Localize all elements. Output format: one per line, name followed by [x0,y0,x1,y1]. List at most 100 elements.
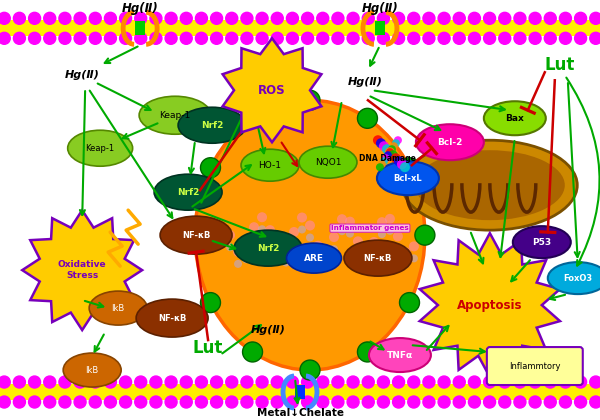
Text: P53: P53 [532,238,551,247]
Circle shape [289,227,299,237]
Polygon shape [223,38,322,142]
Ellipse shape [136,299,208,337]
Circle shape [408,32,420,44]
Text: Lut: Lut [545,56,575,74]
Circle shape [358,108,377,129]
Ellipse shape [195,100,425,370]
Circle shape [575,32,587,44]
Circle shape [377,217,387,227]
Circle shape [241,12,253,24]
Circle shape [300,360,320,380]
Circle shape [257,212,267,222]
Ellipse shape [68,130,133,166]
Circle shape [321,247,331,257]
Circle shape [256,396,268,408]
Circle shape [89,12,101,24]
Circle shape [590,12,600,24]
Circle shape [271,32,283,44]
Text: DNA Damage: DNA Damage [359,154,416,163]
Circle shape [590,376,600,388]
Text: Nrf2: Nrf2 [177,188,199,197]
Circle shape [317,12,329,24]
Circle shape [394,136,402,144]
Bar [135,21,145,35]
Circle shape [362,12,374,24]
Circle shape [135,12,147,24]
Ellipse shape [139,96,211,134]
Circle shape [378,230,386,238]
Circle shape [305,220,315,231]
Circle shape [346,230,354,238]
Circle shape [332,32,344,44]
Text: Hg(Ⅱ): Hg(Ⅱ) [362,2,398,15]
Circle shape [469,12,481,24]
Circle shape [377,12,389,24]
Circle shape [590,32,600,44]
Ellipse shape [548,262,600,294]
Circle shape [226,12,238,24]
Circle shape [241,32,253,44]
Circle shape [180,32,192,44]
Ellipse shape [154,174,222,210]
Circle shape [180,376,192,388]
Circle shape [392,32,404,44]
Circle shape [242,255,250,263]
Circle shape [392,376,404,388]
Circle shape [302,376,314,388]
Polygon shape [22,210,142,330]
Circle shape [150,396,162,408]
Circle shape [233,247,243,257]
Circle shape [119,396,131,408]
Text: Bcl-xL: Bcl-xL [394,174,422,183]
Circle shape [377,376,389,388]
Circle shape [544,32,556,44]
Circle shape [438,396,450,408]
Circle shape [408,12,420,24]
Circle shape [529,376,541,388]
Circle shape [410,255,418,262]
Circle shape [386,227,394,235]
Circle shape [89,396,101,408]
Circle shape [332,396,344,408]
Circle shape [250,235,258,243]
Circle shape [337,214,347,224]
Circle shape [400,293,419,312]
Ellipse shape [299,146,357,178]
Circle shape [74,32,86,44]
Circle shape [211,396,223,408]
Circle shape [453,32,465,44]
Ellipse shape [287,243,341,273]
FancyBboxPatch shape [487,347,583,385]
Text: HO-1: HO-1 [259,161,281,170]
Circle shape [44,396,56,408]
Circle shape [44,32,56,44]
Ellipse shape [160,216,232,254]
Circle shape [559,376,571,388]
Circle shape [392,396,404,408]
Circle shape [330,245,338,253]
Circle shape [200,293,220,312]
Circle shape [394,244,402,252]
Circle shape [354,249,362,257]
Circle shape [271,396,283,408]
Circle shape [329,232,339,242]
Circle shape [165,32,177,44]
Circle shape [559,12,571,24]
Circle shape [29,32,41,44]
Circle shape [386,148,394,156]
Circle shape [402,260,410,268]
Circle shape [438,12,450,24]
Circle shape [392,139,400,147]
Circle shape [0,376,10,388]
Circle shape [249,222,259,232]
Circle shape [119,32,131,44]
Circle shape [559,396,571,408]
Text: IkB: IkB [112,304,125,312]
Circle shape [273,244,283,255]
Circle shape [388,145,396,153]
Circle shape [200,158,220,178]
Circle shape [300,90,320,110]
Circle shape [423,376,435,388]
Circle shape [544,376,556,388]
Circle shape [400,158,419,178]
